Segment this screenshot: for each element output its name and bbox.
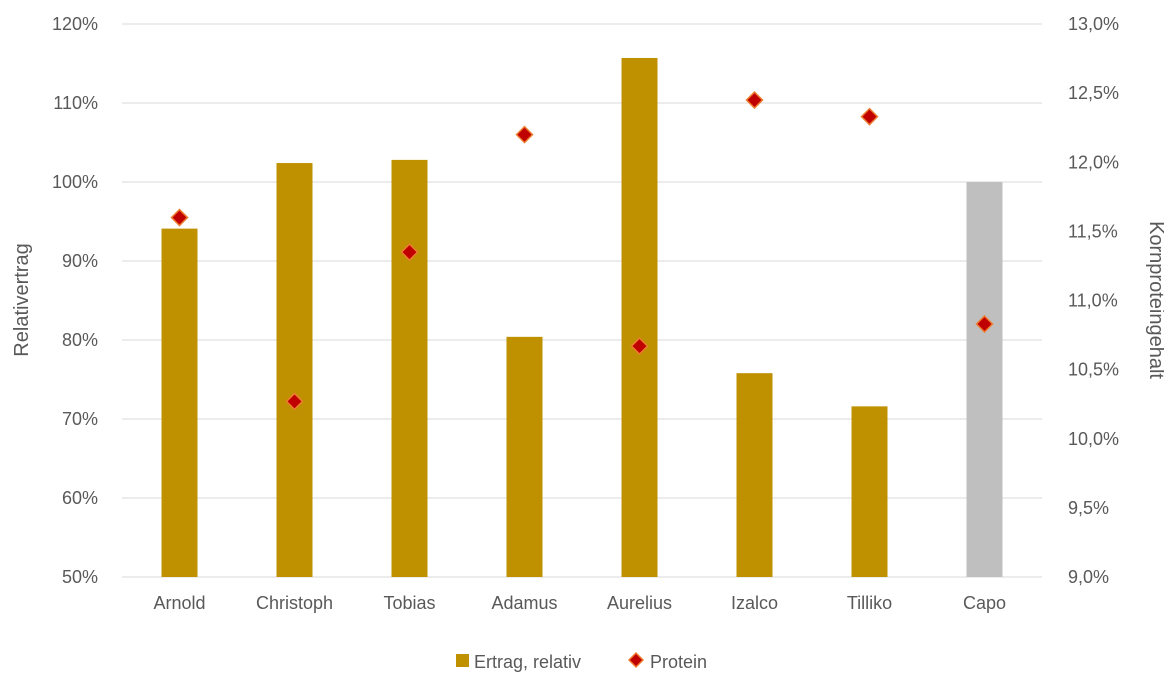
x-tick-label: Christoph [256, 593, 333, 613]
bar-izalco [736, 373, 773, 577]
right-tick-label: 12,0% [1068, 152, 1119, 172]
bar-adamus [506, 336, 543, 577]
bar-aurelius [621, 57, 658, 578]
right-tick-label: 11,0% [1068, 291, 1118, 311]
left-tick-label: 100% [52, 172, 98, 192]
x-tick-label: Tilliko [847, 593, 892, 613]
left-tick-label: 110% [53, 93, 98, 113]
protein-marker-aurelius [630, 337, 649, 356]
x-tick-label: Adamus [491, 593, 557, 613]
right-tick-label: 9,0% [1068, 567, 1109, 587]
left-tick-label: 80% [62, 330, 98, 350]
legend-swatch-ertrag [456, 654, 469, 667]
protein-marker-christoph [285, 392, 304, 411]
legend-label-protein: Protein [650, 652, 707, 672]
left-tick-label: 50% [62, 567, 98, 587]
x-tick-label: Izalco [731, 593, 778, 613]
bar-christoph [276, 163, 313, 578]
legend-swatch-protein [627, 651, 645, 669]
left-axis-title: Relativertrag [11, 243, 33, 356]
protein-marker-arnold [170, 208, 189, 227]
x-axis-ticks: Arnold Christoph Tobias Adamus Aurelius Izalc… [153, 593, 1006, 613]
protein-marker-izalco [745, 90, 764, 110]
bar-arnold [161, 228, 198, 578]
left-tick-label: 70% [62, 409, 98, 429]
protein-marker-adamus [515, 125, 534, 144]
right-tick-label: 10,5% [1068, 360, 1119, 380]
left-axis-ticks: 50% 60% 70% 80% 90% 100% 110% 120% [52, 14, 98, 587]
x-tick-label: Aurelius [607, 593, 672, 613]
bar-series [161, 57, 1003, 578]
x-tick-label: Capo [963, 593, 1006, 613]
left-tick-label: 90% [62, 251, 98, 271]
x-tick-label: Tobias [383, 593, 435, 613]
protein-marker-tilliko [860, 107, 879, 126]
legend: Ertrag, relativ Protein [456, 651, 707, 672]
right-tick-label: 10,0% [1068, 429, 1119, 449]
bar-capo [966, 182, 1003, 577]
right-tick-label: 12,5% [1068, 83, 1119, 103]
bar-tobias [391, 159, 428, 577]
protein-marker-tobias [400, 243, 419, 262]
legend-label-ertrag: Ertrag, relativ [474, 652, 581, 672]
protein-series [170, 90, 994, 411]
gridlines [122, 23, 1042, 578]
bar-tilliko [851, 406, 888, 577]
protein-marker-capo [975, 314, 994, 334]
right-axis-ticks: 9,0% 9,5% 10,0% 10,5% 11,0% 11,5% 12,0% 12,5% 13… [1068, 14, 1119, 587]
right-tick-label: 13,0% [1068, 14, 1119, 34]
right-axis-title: Kornproteingehalt [1145, 221, 1164, 379]
x-tick-label: Arnold [153, 593, 205, 613]
right-tick-label: 9,5% [1068, 498, 1109, 518]
left-tick-label: 60% [62, 488, 98, 508]
right-tick-label: 11,5% [1068, 221, 1118, 241]
left-tick-label: 120% [52, 14, 98, 34]
